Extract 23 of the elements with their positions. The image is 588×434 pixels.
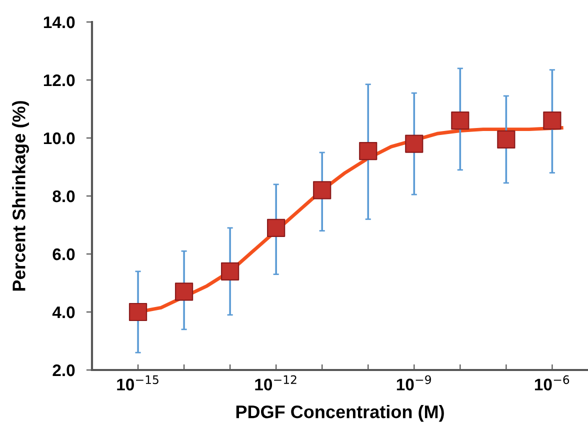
- point: [543, 112, 562, 130]
- x-axis-title: PDGF Concentration (M): [236, 404, 444, 422]
- point: [497, 130, 516, 149]
- y-tick-label: 8.0: [52, 190, 75, 202]
- point: [220, 262, 240, 280]
- y-tick-label: 12.0: [44, 74, 75, 86]
- point: [451, 112, 470, 130]
- x-tick-label: 10$^{−9}$: [396, 375, 431, 390]
- y-tick-label: 6.0: [52, 248, 75, 260]
- point: [128, 302, 148, 322]
- y-tick-label: 10.0: [44, 132, 75, 144]
- y-tick-label: 2.0: [52, 364, 75, 376]
- x-tick-label: 10$^{−15}$: [117, 375, 158, 390]
- x-tick-label: 10$^{−6}$: [534, 375, 570, 390]
- x-tick-label: 10$^{−12}$: [255, 375, 296, 390]
- point: [313, 181, 332, 200]
- y-tick-label: 4.0: [52, 306, 75, 318]
- point: [405, 134, 424, 153]
- point: [267, 218, 286, 237]
- y-tick-label: 14.0: [44, 16, 75, 28]
- point: [359, 142, 378, 160]
- point: [174, 282, 194, 301]
- y-axis-title: Percent Shrinkage (%): [12, 101, 30, 291]
